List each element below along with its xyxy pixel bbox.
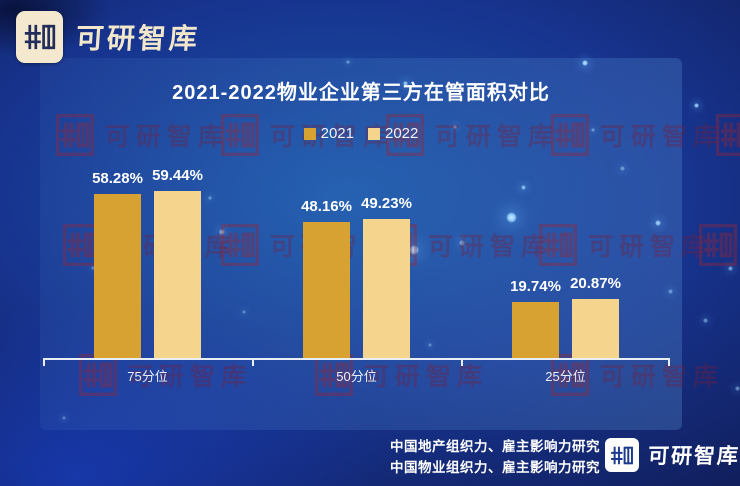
seal-glyph-icon <box>611 446 633 464</box>
brand-seal-logo-icon <box>16 11 63 63</box>
bar-2021-50分位: 48.16% <box>301 198 352 358</box>
x-axis-labels: 75分位 50分位 25分位 <box>43 366 670 385</box>
footer-research-lines: 中国地产组织力、雇主影响力研究 中国物业组织力、雇主影响力研究 <box>390 436 600 478</box>
watermark-unit: 可研智库 <box>715 112 740 158</box>
bar-value-label: 19.74% <box>510 278 561 295</box>
axis-tick <box>668 358 670 366</box>
legend-item-2022: 2022 <box>368 125 418 142</box>
plot-area: 58.28% 59.44% 48.16% 49.23% 19.74% 20.87% <box>43 150 670 358</box>
chart-title: 2021-2022物业企业第三方在管面积对比 <box>172 82 550 104</box>
axis-tick <box>461 358 463 366</box>
bar-value-label: 48.16% <box>301 198 352 215</box>
bar-value-label: 49.23% <box>361 195 412 212</box>
footer-brand: 可研智库 <box>605 438 740 472</box>
bokeh-dot <box>734 385 740 391</box>
x-axis-label-75分位: 75分位 <box>127 369 168 384</box>
bokeh-dot <box>727 265 733 271</box>
bar-2022-75分位: 59.44% <box>152 167 203 358</box>
bar-group-25分位: 19.74% 20.87% <box>461 150 670 358</box>
axis-tick <box>252 358 254 366</box>
chart-background-panel <box>40 58 682 430</box>
footer-seal-logo-icon <box>605 438 639 472</box>
legend-label: 2021 <box>320 125 354 142</box>
bar-2022-25分位: 20.87% <box>570 275 621 358</box>
bar-2021-75分位: 58.28% <box>92 170 143 358</box>
watermark-unit: 可研智库 <box>698 222 740 268</box>
bokeh-dot <box>693 102 699 108</box>
watermark-seal-icon <box>699 224 737 266</box>
bar-2021-25分位: 19.74% <box>510 278 561 358</box>
bar-value-label: 59.44% <box>152 167 203 184</box>
legend-item-2021: 2021 <box>303 125 354 142</box>
bar-value-label: 20.87% <box>570 275 621 292</box>
x-axis-label-50分位: 50分位 <box>336 369 377 384</box>
bar-value-label: 58.28% <box>92 170 143 187</box>
axis-tick <box>43 358 45 366</box>
footer-line-2: 中国物业组织力、雇主影响力研究 <box>390 460 600 475</box>
legend-swatch-icon <box>368 127 380 140</box>
seal-glyph-icon <box>24 24 55 50</box>
legend-label: 2022 <box>385 125 419 142</box>
legend-swatch-icon <box>303 127 316 140</box>
footer-brand-name: 可研智库 <box>647 444 740 468</box>
brand-header: 可研智库 <box>16 11 201 63</box>
x-axis-label-25分位: 25分位 <box>545 369 586 384</box>
chart-legend: 2021 2022 <box>40 125 682 142</box>
bar-group-50分位: 48.16% 49.23% <box>252 150 461 358</box>
watermark-seal-icon <box>716 114 740 156</box>
x-axis-line <box>43 358 670 366</box>
footer-line-1: 中国地产组织力、雇主影响力研究 <box>390 439 600 454</box>
brand-name: 可研智库 <box>74 24 201 55</box>
bar-2022-50分位: 49.23% <box>361 195 412 358</box>
bar-group-75分位: 58.28% 59.44% <box>43 150 252 358</box>
bokeh-dot <box>702 317 708 323</box>
